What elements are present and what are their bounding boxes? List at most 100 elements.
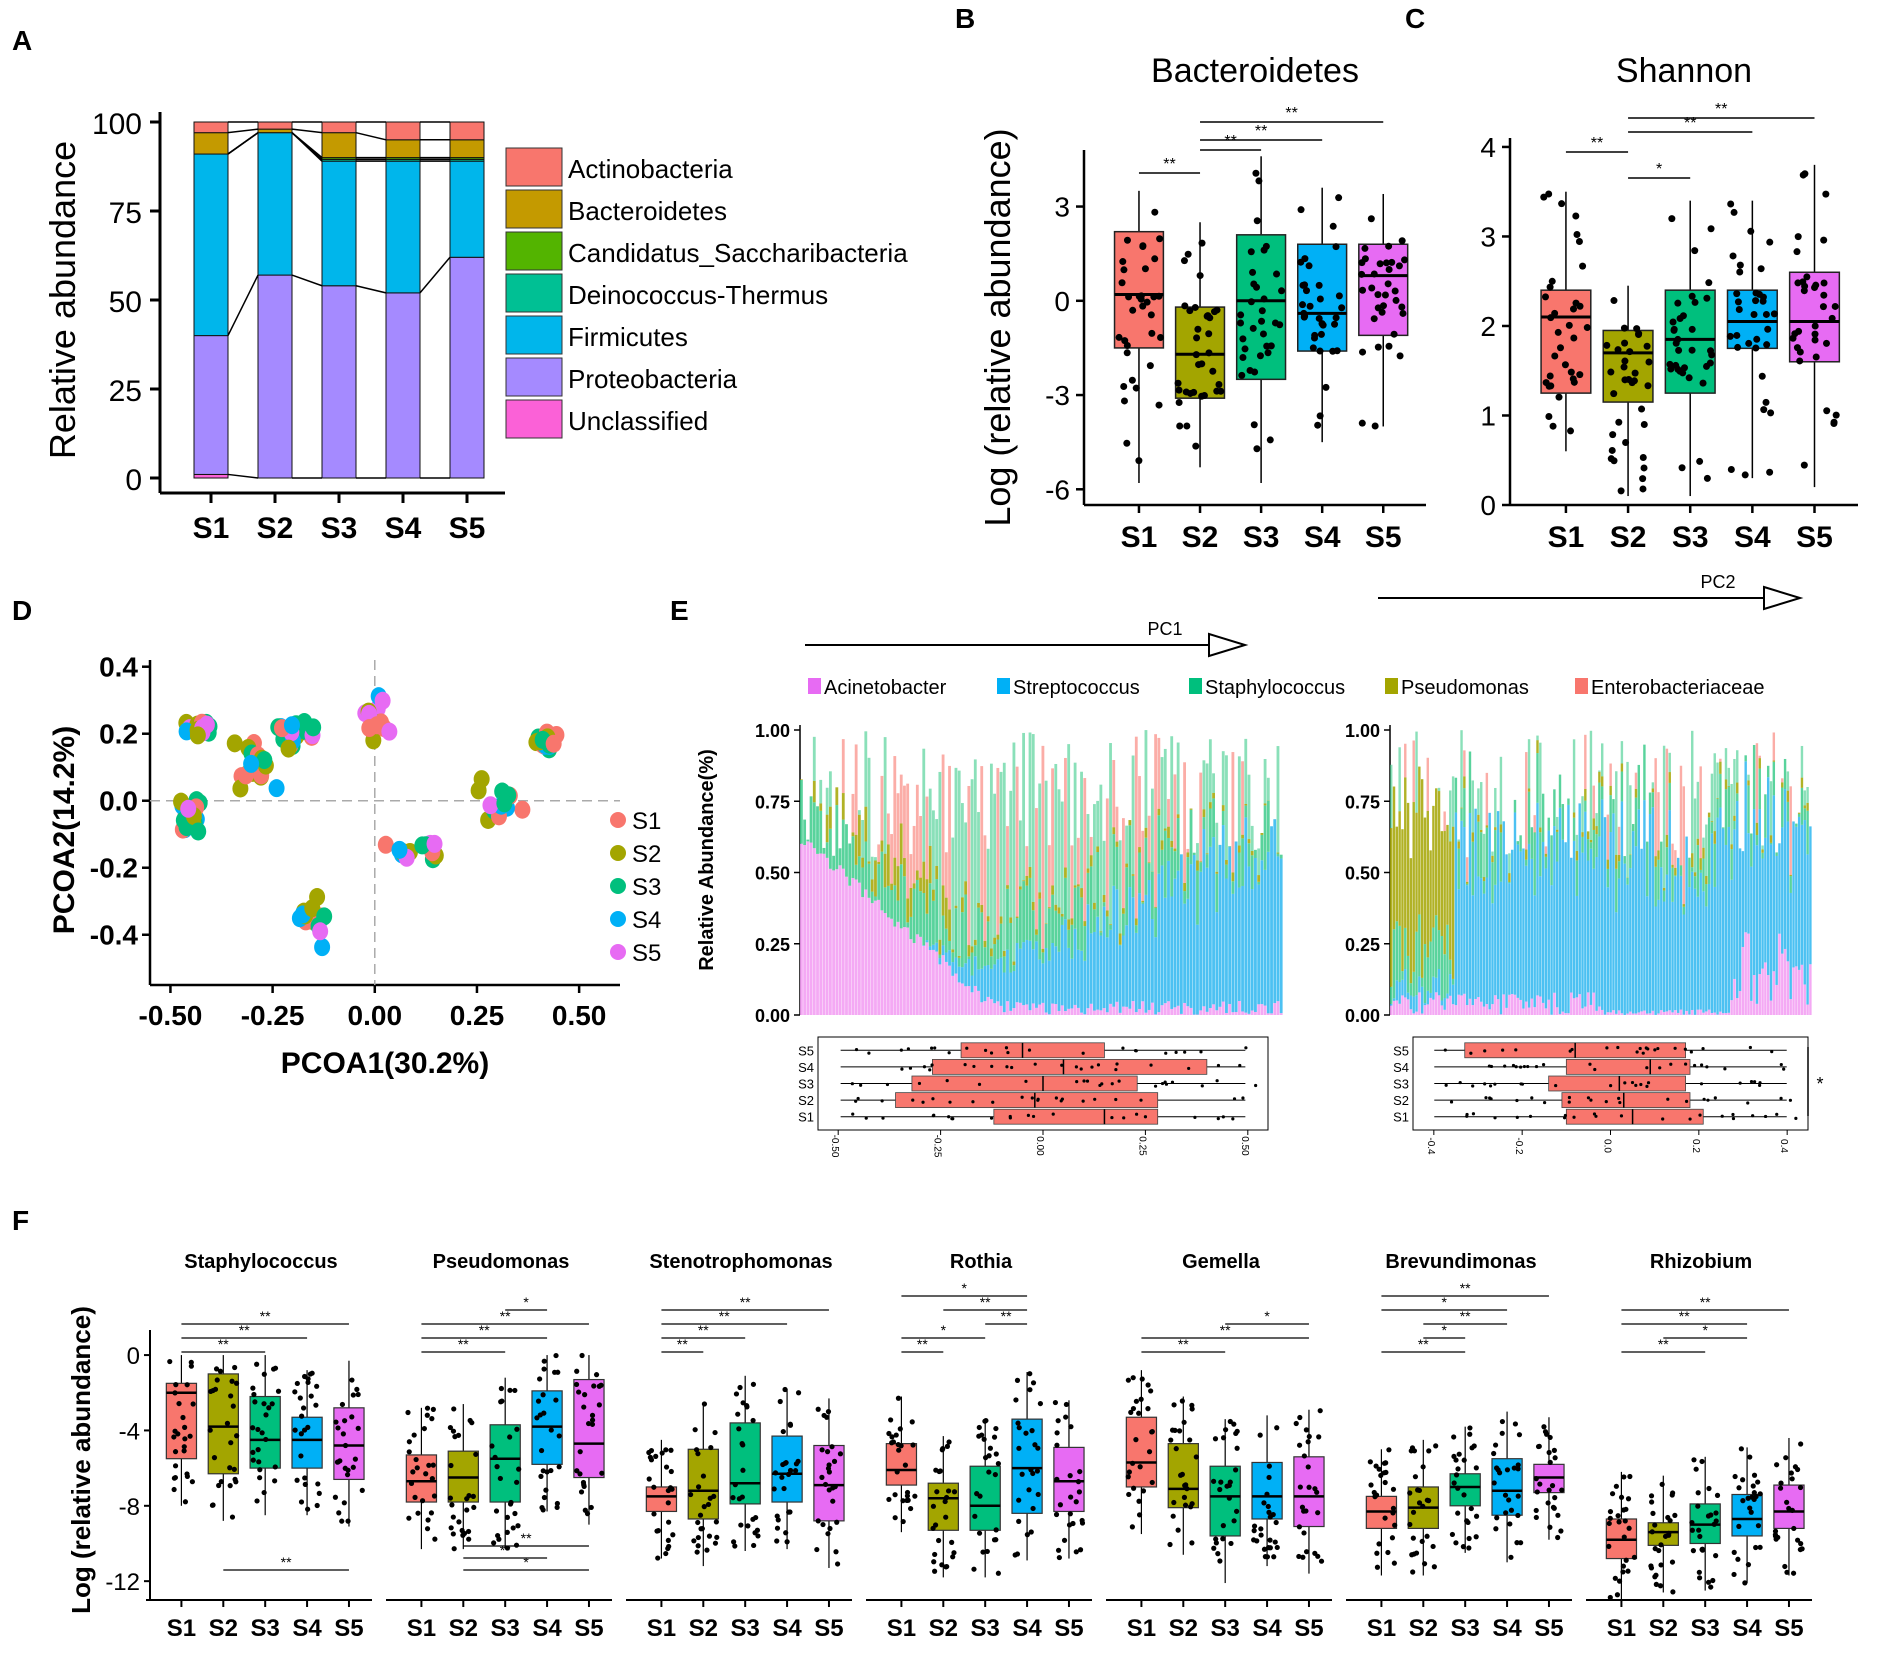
bar-segment: [1513, 799, 1517, 813]
connector-line: [227, 128, 259, 134]
bar-segment: [912, 825, 916, 884]
bar-segment: [1047, 907, 1051, 909]
data-point: [688, 1491, 694, 1498]
bar-segment: [1705, 884, 1708, 907]
significance-label: *: [962, 1280, 968, 1296]
data-point: [187, 1433, 193, 1439]
data-point: [1192, 351, 1200, 359]
bar-segment: [1665, 874, 1669, 1012]
data-point: [1110, 1115, 1114, 1120]
bar-segment: [1665, 847, 1669, 875]
bar-segment: [1157, 873, 1161, 1013]
data-point: [298, 1453, 304, 1459]
y-tick-label: 3: [1480, 221, 1496, 252]
bar-segment: [1390, 1005, 1393, 1015]
x-tick-label: S4: [292, 1615, 322, 1642]
data-point: [1306, 1433, 1312, 1440]
bar-segment: [1109, 1003, 1112, 1015]
box: [249, 1395, 281, 1469]
bar-segment: [822, 847, 826, 854]
bar-segment: [806, 841, 810, 1015]
bar-segment: [1064, 877, 1067, 920]
data-point: [1617, 1096, 1621, 1100]
data-point: [1741, 471, 1749, 479]
bar-segment: [1527, 1007, 1531, 1015]
bar-segment: [1719, 807, 1722, 1012]
data-point: [1736, 1485, 1742, 1491]
bar-segment: [1561, 1011, 1565, 1015]
bar-segment: [1674, 867, 1677, 876]
bar-segment: [1196, 924, 1199, 1015]
bar-segment: [1060, 1005, 1064, 1015]
data-point: [707, 1495, 713, 1501]
bar-segment: [1477, 997, 1480, 1015]
bar-segment: [1440, 1005, 1444, 1015]
bar-segment: [1696, 845, 1700, 897]
data-point: [345, 1467, 351, 1473]
data-point: [1265, 1503, 1271, 1510]
bar-segment: [928, 946, 932, 951]
significance-label: **: [479, 1322, 490, 1338]
data-point: [1491, 1480, 1497, 1486]
data-point: [465, 1528, 472, 1535]
data-point: [272, 1464, 278, 1470]
data-point: [825, 1409, 832, 1415]
data-point: [1146, 362, 1154, 370]
subplot-title: Gemella: [1182, 1251, 1261, 1273]
data-point: [783, 1530, 789, 1536]
bar-segment: [193, 335, 229, 475]
data-point: [1160, 1081, 1165, 1086]
bar-segment: [1674, 1010, 1677, 1015]
bar-segment: [1592, 868, 1595, 993]
bar-segment: [1266, 851, 1270, 1014]
data-point: [1251, 1537, 1257, 1543]
data-point: [1251, 368, 1259, 376]
bar-segment: [1755, 1003, 1759, 1015]
data-point: [1314, 421, 1322, 429]
bar-segment: [1449, 995, 1452, 1015]
significance-label: *: [1442, 1294, 1448, 1310]
bar-segment: [1176, 870, 1180, 1006]
data-point: [538, 1447, 545, 1454]
bar-segment: [1553, 826, 1556, 993]
bar-segment: [957, 957, 961, 967]
data-point: [1533, 1507, 1539, 1514]
bar-segment: [838, 848, 842, 866]
data-point: [1672, 339, 1680, 347]
bar-segment: [1070, 918, 1074, 925]
data-point: [1407, 1521, 1413, 1528]
bar-segment: [1147, 862, 1151, 864]
bar-segment: [1508, 873, 1511, 882]
data-point: [774, 1525, 781, 1531]
data-point: [1060, 1097, 1064, 1101]
data-point: [1575, 237, 1583, 245]
bar-segment: [1615, 771, 1618, 855]
data-point: [1187, 1437, 1193, 1443]
data-point: [1471, 1112, 1476, 1116]
bar-segment: [1415, 1011, 1418, 1015]
bar-segment: [1713, 1012, 1716, 1015]
legend-item: Enterobacteriaceae: [1591, 677, 1764, 699]
bar-segment: [1160, 849, 1164, 866]
data-point: [735, 1411, 741, 1417]
data-point: [1151, 255, 1159, 263]
bar-segment: [1646, 896, 1649, 1014]
data-point: [1031, 1114, 1036, 1119]
bar-segment: [961, 897, 964, 913]
bar-segment: [1406, 802, 1410, 956]
x-tick-label: S2: [689, 1615, 718, 1642]
bar-segment: [1806, 802, 1809, 811]
data-point: [556, 1433, 562, 1439]
bar-segment: [954, 973, 958, 1015]
y-tick-label: -0.2: [90, 853, 138, 884]
data-point: [1749, 1494, 1755, 1500]
bar-segment: [1228, 1003, 1232, 1015]
bar-segment: [1648, 1013, 1652, 1015]
data-point: [1644, 382, 1652, 390]
bar-segment: [1163, 830, 1167, 898]
bar-segment: [1432, 976, 1435, 1000]
significance-label: *: [1656, 161, 1662, 178]
bar-segment: [1572, 840, 1576, 999]
data-point: [1703, 294, 1711, 302]
data-point: [831, 1458, 838, 1464]
